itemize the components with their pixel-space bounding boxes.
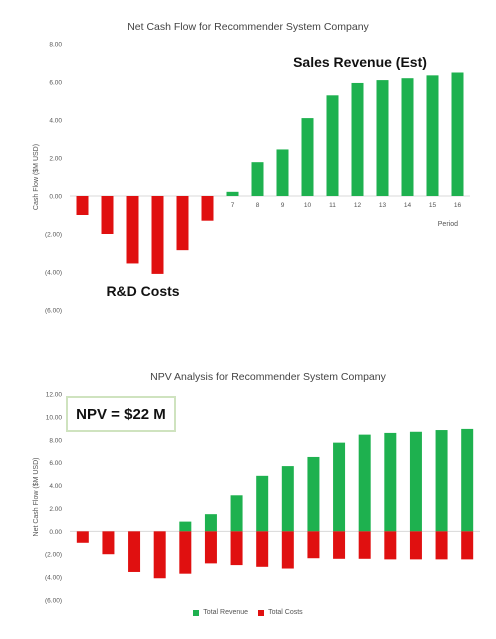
chart1-bar bbox=[326, 95, 339, 196]
net-cash-flow-chart: Net Cash Flow for Recommender System Com… bbox=[33, 21, 470, 315]
chart1-ylabel: Cash Flow ($M USD) bbox=[33, 144, 40, 210]
chart1-bar bbox=[276, 149, 289, 196]
chart1-ytick-label: (4.00) bbox=[45, 270, 62, 277]
chart2-revenue-bar bbox=[179, 521, 192, 532]
chart2-revenue-bar bbox=[409, 431, 422, 532]
chart2-cost-bar bbox=[102, 531, 115, 555]
chart1-bar bbox=[426, 75, 439, 196]
chart1-bar bbox=[126, 196, 139, 264]
chart1-ytick-label: 8.00 bbox=[49, 42, 62, 49]
chart2-ytick-label: 2.00 bbox=[49, 506, 62, 513]
chart2-cost-bar bbox=[281, 531, 294, 569]
chart2-cost-bar bbox=[256, 531, 269, 567]
npv-analysis-chart: NPV Analysis for Recommender System Comp… bbox=[33, 371, 480, 605]
chart2-revenue-bar bbox=[358, 434, 371, 532]
chart1-xtick-label: 12 bbox=[354, 202, 362, 209]
npv-callout: NPV = $22 M bbox=[66, 396, 176, 432]
chart1-xtick-label: 14 bbox=[404, 202, 412, 209]
chart2-ytick-label: (2.00) bbox=[45, 552, 62, 559]
chart1-xtick-label: 15 bbox=[429, 202, 437, 209]
chart1-bar bbox=[251, 162, 264, 196]
chart2-ytick-label: 6.00 bbox=[49, 460, 62, 467]
chart1-bar bbox=[176, 196, 189, 251]
chart2-revenue-bar bbox=[204, 514, 217, 532]
chart2-revenue-bar bbox=[435, 430, 448, 532]
chart1-ytick-label: 4.00 bbox=[49, 118, 62, 125]
chart2-ytick-label: (6.00) bbox=[45, 598, 62, 605]
chart1-ytick-label: (2.00) bbox=[45, 232, 62, 239]
chart1-xtick-label: 10 bbox=[304, 202, 312, 209]
chart1-ytick-label: 0.00 bbox=[49, 194, 62, 201]
legend-label-costs: Total Costs bbox=[268, 609, 303, 616]
chart1-bar bbox=[76, 196, 89, 215]
chart1-xtick-label: 11 bbox=[329, 202, 336, 209]
chart1-bar bbox=[226, 191, 239, 196]
chart1-title: Net Cash Flow for Recommender System Com… bbox=[127, 21, 369, 33]
chart1-ytick-label: 6.00 bbox=[49, 80, 62, 87]
annotation-rd-costs: R&D Costs bbox=[106, 283, 179, 299]
chart1-bar bbox=[376, 80, 389, 196]
legend-item-revenue: Total Revenue bbox=[193, 609, 248, 616]
chart2-ytick-label: (4.00) bbox=[45, 575, 62, 582]
chart2-cost-bar bbox=[358, 531, 371, 559]
chart1-bar bbox=[301, 118, 314, 196]
chart1-xtick-label: 16 bbox=[454, 202, 462, 209]
chart2-revenue-bar bbox=[307, 456, 320, 532]
chart2-cost-bar bbox=[128, 531, 141, 572]
chart2-cost-bar bbox=[230, 531, 243, 566]
chart2-revenue-bar bbox=[256, 475, 269, 532]
chart2-cost-bar bbox=[179, 531, 192, 574]
chart2-ytick-label: 4.00 bbox=[49, 483, 62, 490]
chart1-xtick-label: 9 bbox=[281, 202, 285, 209]
chart2-cost-bar bbox=[409, 531, 422, 560]
chart1-ytick-label: 2.00 bbox=[49, 156, 62, 163]
chart2-cost-bar bbox=[461, 531, 474, 560]
chart2-revenue-bar bbox=[384, 432, 397, 532]
chart2-legend: Total Revenue Total Costs bbox=[0, 609, 496, 616]
chart1-xtick-label: 7 bbox=[231, 202, 235, 209]
chart1-bar bbox=[451, 72, 464, 196]
chart1-bar bbox=[401, 78, 414, 196]
npv-callout-text: NPV = $22 M bbox=[76, 405, 166, 423]
chart2-cost-bar bbox=[307, 531, 320, 559]
chart2-revenue-bar bbox=[333, 442, 346, 532]
chart2-cost-bar bbox=[76, 531, 89, 543]
chart1-bar bbox=[151, 196, 164, 274]
chart1-bar bbox=[201, 196, 214, 221]
chart2-ylabel: Net Cash Flow ($M USD) bbox=[33, 458, 40, 537]
chart2-ytick-label: 10.00 bbox=[46, 414, 63, 421]
legend-label-revenue: Total Revenue bbox=[203, 609, 249, 616]
chart1-ytick-label: (6.00) bbox=[45, 308, 62, 315]
legend-swatch-costs bbox=[258, 609, 265, 616]
annotation-sales-revenue: Sales Revenue (Est) bbox=[293, 54, 427, 70]
chart1-bar bbox=[351, 82, 364, 196]
chart2-cost-bar bbox=[435, 531, 448, 560]
chart1-xtick-label: 13 bbox=[379, 202, 387, 209]
chart2-revenue-bar bbox=[230, 495, 243, 532]
chart1-xtick-label: 8 bbox=[256, 202, 260, 209]
legend-item-costs: Total Costs bbox=[258, 609, 303, 616]
chart2-revenue-bar bbox=[281, 466, 294, 532]
chart2-title: NPV Analysis for Recommender System Comp… bbox=[150, 371, 387, 383]
chart2-ytick-label: 12.00 bbox=[46, 392, 63, 399]
chart2-revenue-bar bbox=[461, 428, 474, 532]
chart1-xlabel: Period bbox=[438, 221, 458, 228]
chart1-bar bbox=[101, 196, 114, 234]
legend-swatch-revenue bbox=[193, 609, 200, 616]
chart2-ytick-label: 8.00 bbox=[49, 437, 62, 444]
chart2-ytick-label: 0.00 bbox=[49, 529, 62, 536]
chart2-cost-bar bbox=[384, 531, 397, 560]
chart2-cost-bar bbox=[333, 531, 346, 559]
chart2-cost-bar bbox=[153, 531, 166, 579]
chart2-cost-bar bbox=[204, 531, 217, 564]
